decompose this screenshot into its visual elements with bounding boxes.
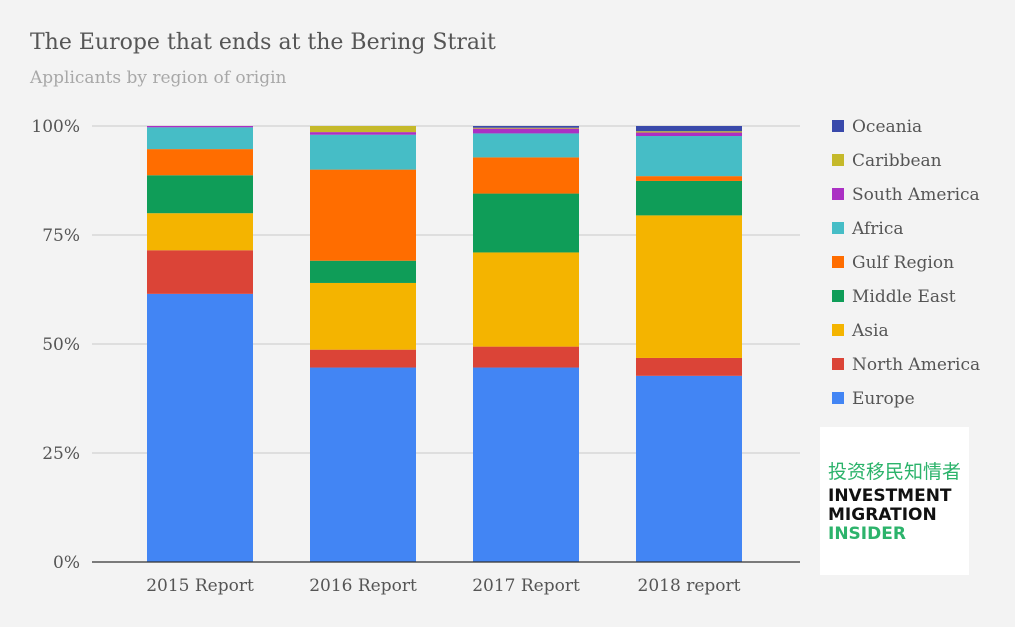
bar-segment-asia: [473, 252, 579, 347]
bar-segment-south-america: [473, 128, 579, 134]
x-category-label: 2018 report: [638, 576, 741, 596]
y-tick-label: 25%: [42, 444, 80, 464]
axes: 100% 75% 50% 25% 0% 2015 Report 2016 Report 201…: [31, 117, 800, 596]
bar-segment-asia: [636, 215, 742, 358]
legend-label-north-america: North America: [852, 355, 980, 375]
legend-label-africa: Africa: [851, 219, 904, 239]
legend-swatch-caribbean: [832, 154, 844, 166]
bar-segment-europe: [310, 367, 416, 562]
bar-segment-gulf-region: [310, 169, 416, 261]
legend-label-europe: Europe: [852, 389, 915, 409]
legend-swatch-middle-east: [832, 290, 844, 302]
chart-title: The Europe that ends at the Bering Strai…: [30, 30, 496, 55]
y-tick-label: 0%: [53, 553, 80, 573]
brand-logo: 投资移民知情者 INVESTMENT MIGRATION INSIDER: [820, 427, 969, 575]
bar-segment-gulf-region: [636, 176, 742, 181]
bar-segment-europe: [147, 293, 253, 562]
bar-segment-africa: [147, 127, 253, 150]
y-tick-label: 50%: [42, 335, 80, 355]
logo-line-migration: MIGRATION: [828, 505, 937, 525]
bar-segment-middle-east: [636, 180, 742, 216]
bar-segment-gulf-region: [473, 157, 579, 194]
legend-label-asia: Asia: [851, 321, 889, 341]
legend-label-oceania: Oceania: [852, 117, 922, 137]
bar-segment-oceania: [636, 126, 742, 132]
legend-swatch-north-america: [832, 358, 844, 370]
bar-segment-caribbean: [310, 126, 416, 133]
bar-segment-europe: [636, 375, 742, 562]
bar-segment-middle-east: [147, 175, 253, 214]
bar-segment-north-america: [147, 250, 253, 294]
bar-segment-north-america: [310, 349, 416, 368]
bar-segment-africa: [636, 136, 742, 177]
y-tick-label: 100%: [31, 117, 80, 137]
legend-swatch-europe: [832, 392, 844, 404]
bar-segment-oceania: [473, 126, 579, 128]
bar-segment-asia: [147, 213, 253, 251]
bar-segment-gulf-region: [147, 149, 253, 176]
bar-segment-south-america: [310, 132, 416, 135]
logo-line-investment: INVESTMENT: [828, 486, 952, 506]
bar-segment-north-america: [473, 346, 579, 368]
x-category-label: 2015 Report: [146, 576, 254, 596]
legend-swatch-gulf-region: [832, 256, 844, 268]
x-category-label: 2017 Report: [472, 576, 580, 596]
bar-segment-north-america: [636, 357, 742, 376]
legend-label-gulf-region: Gulf Region: [852, 253, 954, 273]
bar-segment-middle-east: [310, 260, 416, 283]
legend-label-south-america: South America: [852, 185, 980, 205]
bar-segment-asia: [310, 282, 416, 350]
legend-swatch-asia: [832, 324, 844, 336]
bar-segment-middle-east: [473, 193, 579, 253]
bar-segment-caribbean: [473, 127, 579, 129]
logo-chinese-text: 投资移民知情者: [828, 461, 962, 483]
bar-segment-africa: [473, 133, 579, 158]
bar-segment-south-america: [147, 126, 253, 128]
legend: Oceania Caribbean South America Africa Gulf …: [832, 117, 980, 409]
chart-subtitle: Applicants by region of origin: [30, 68, 287, 88]
bar-segment-south-america: [636, 132, 742, 137]
legend-swatch-south-america: [832, 188, 844, 200]
legend-swatch-oceania: [832, 120, 844, 132]
legend-label-caribbean: Caribbean: [852, 151, 942, 171]
bar-segment-europe: [473, 367, 579, 562]
bars: [147, 126, 742, 562]
y-tick-label: 75%: [42, 226, 80, 246]
x-category-label: 2016 Report: [309, 576, 417, 596]
legend-label-middle-east: Middle East: [852, 287, 956, 307]
logo-line-insider: INSIDER: [828, 524, 906, 544]
bar-segment-caribbean: [636, 131, 742, 133]
legend-swatch-africa: [832, 222, 844, 234]
bar-segment-africa: [310, 134, 416, 170]
